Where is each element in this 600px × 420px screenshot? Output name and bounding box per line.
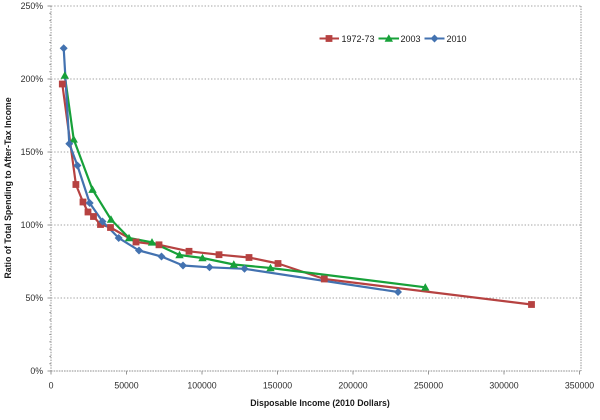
svg-text:300000: 300000: [489, 381, 518, 391]
svg-text:250%: 250%: [21, 1, 44, 11]
svg-text:50%: 50%: [25, 293, 43, 303]
svg-text:0%: 0%: [30, 366, 43, 376]
svg-text:200%: 200%: [21, 74, 44, 84]
svg-text:2010: 2010: [447, 34, 467, 44]
svg-text:2003: 2003: [401, 34, 421, 44]
svg-text:150000: 150000: [263, 381, 292, 391]
svg-text:350000: 350000: [565, 381, 594, 391]
svg-text:Disposable Income (2010 Dollar: Disposable Income (2010 Dollars): [250, 398, 390, 408]
svg-text:150%: 150%: [21, 147, 44, 157]
svg-text:1972-73: 1972-73: [342, 34, 375, 44]
svg-text:200000: 200000: [338, 381, 367, 391]
svg-text:250000: 250000: [414, 381, 443, 391]
svg-text:Ratio of Total Spending to Aft: Ratio of Total Spending to After-Tax Inc…: [3, 97, 13, 278]
svg-text:100%: 100%: [21, 220, 44, 230]
svg-text:0: 0: [49, 381, 54, 391]
svg-text:50000: 50000: [114, 381, 138, 391]
svg-text:100000: 100000: [187, 381, 216, 391]
